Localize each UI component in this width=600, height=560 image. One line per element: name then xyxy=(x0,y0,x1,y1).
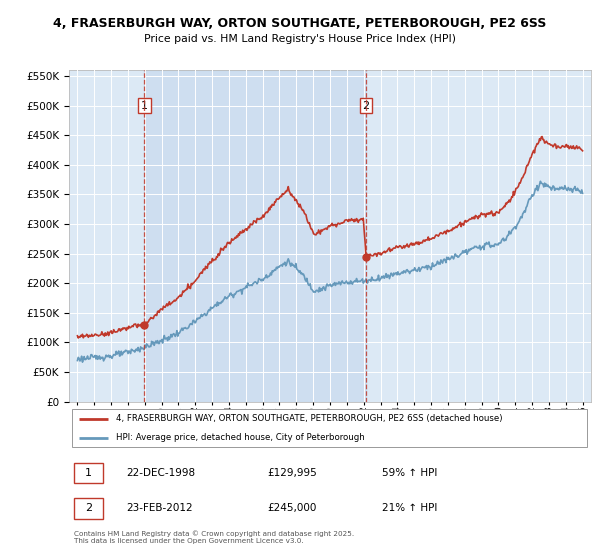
Text: 1: 1 xyxy=(141,101,148,110)
Text: 21% ↑ HPI: 21% ↑ HPI xyxy=(382,503,437,514)
Text: Contains HM Land Registry data © Crown copyright and database right 2025.
This d: Contains HM Land Registry data © Crown c… xyxy=(74,531,355,544)
Text: 2: 2 xyxy=(85,503,92,514)
Text: Price paid vs. HM Land Registry's House Price Index (HPI): Price paid vs. HM Land Registry's House … xyxy=(144,34,456,44)
Text: 1: 1 xyxy=(85,468,92,478)
Text: 4, FRASERBURGH WAY, ORTON SOUTHGATE, PETERBOROUGH, PE2 6SS: 4, FRASERBURGH WAY, ORTON SOUTHGATE, PET… xyxy=(53,17,547,30)
Text: 2: 2 xyxy=(362,101,370,110)
Text: HPI: Average price, detached house, City of Peterborough: HPI: Average price, detached house, City… xyxy=(116,433,365,442)
Bar xyxy=(144,70,366,402)
Text: 59% ↑ HPI: 59% ↑ HPI xyxy=(382,468,437,478)
Text: 23-FEB-2012: 23-FEB-2012 xyxy=(127,503,193,514)
Text: £129,995: £129,995 xyxy=(268,468,317,478)
FancyBboxPatch shape xyxy=(71,409,587,447)
Text: 4, FRASERBURGH WAY, ORTON SOUTHGATE, PETERBOROUGH, PE2 6SS (detached house): 4, FRASERBURGH WAY, ORTON SOUTHGATE, PET… xyxy=(116,414,502,423)
Text: £245,000: £245,000 xyxy=(268,503,317,514)
Text: 22-DEC-1998: 22-DEC-1998 xyxy=(127,468,196,478)
FancyBboxPatch shape xyxy=(74,498,103,519)
FancyBboxPatch shape xyxy=(74,463,103,483)
